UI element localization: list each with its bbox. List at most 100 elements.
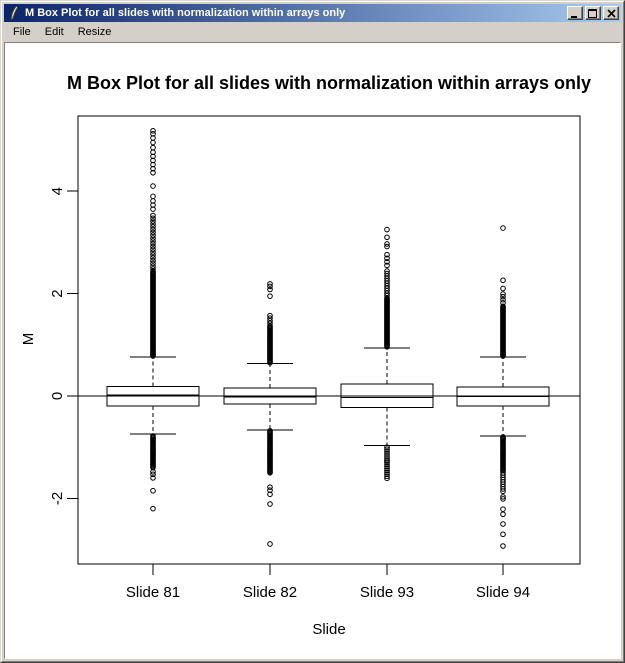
outlier-point (384, 459, 390, 466)
menu-edit[interactable]: Edit (44, 26, 64, 38)
outlier-point (384, 226, 390, 233)
outlier-point (500, 543, 506, 549)
x-axis-category-label: Slide 81 (126, 584, 180, 601)
outlier-point (384, 469, 390, 476)
outlier-point (150, 229, 156, 236)
outlier-point (150, 157, 156, 164)
outlier-point (384, 259, 390, 265)
outlier-point (500, 303, 506, 310)
outlier-point (150, 252, 156, 258)
outlier-point (500, 511, 506, 518)
outlier-point (150, 183, 156, 189)
outlier-point (150, 232, 156, 239)
outlier-point (150, 505, 156, 512)
outlier-point (384, 448, 390, 454)
outlier-point (500, 225, 506, 231)
y-axis-tick-label: 0 (49, 392, 66, 400)
outlier-point (500, 521, 506, 527)
outliers-slide-93 (384, 226, 390, 482)
outlier-point (150, 238, 156, 244)
outlier-point (150, 471, 156, 478)
outlier-point (150, 161, 156, 168)
menu-resize[interactable]: Resize (77, 26, 112, 38)
outlier-point (150, 468, 156, 475)
outlier-point (150, 475, 156, 481)
outlier-point (500, 496, 506, 502)
outlier-point (150, 243, 156, 250)
outlier-point (150, 212, 156, 219)
minimize-button[interactable] (567, 6, 583, 20)
plot-frame (77, 115, 581, 565)
x-axis-category-label: Slide 82 (243, 584, 297, 601)
close-button[interactable] (603, 6, 619, 20)
plot-client-area: M Box Plot for all slides with normaliza… (4, 42, 621, 659)
outlier-point (267, 470, 273, 476)
outlier-point (500, 494, 506, 500)
outlier-point (384, 255, 390, 262)
outlier-point (384, 452, 390, 458)
menu-file[interactable]: File (13, 26, 31, 38)
outliers-slide-81 (150, 127, 156, 512)
outlier-point (267, 320, 273, 327)
outlier-point (150, 202, 156, 208)
outlier-point (500, 285, 506, 292)
y-axis-tick-label: 4 (49, 187, 66, 195)
outlier-point (150, 218, 156, 224)
outlier-point (150, 464, 156, 471)
outlier-point (384, 467, 390, 474)
feather-quill-icon (6, 5, 22, 21)
outlier-point (267, 323, 273, 329)
maximize-button[interactable] (585, 6, 601, 20)
outlier-point (150, 257, 156, 264)
outlier-point (150, 223, 156, 230)
outlier-point (150, 165, 156, 172)
x-axis-category-label: Slide 93 (360, 584, 414, 601)
outlier-point (150, 254, 156, 261)
x-axis-category-label: Slide 94 (476, 584, 530, 601)
outlier-point (150, 240, 156, 247)
outlier-point (150, 235, 156, 241)
titlebar[interactable]: M Box Plot for all slides with normaliza… (4, 4, 621, 22)
minimize-icon (571, 15, 577, 18)
boxplot-slide-93 (340, 347, 434, 447)
outlier-point (384, 262, 390, 269)
outlier-point (384, 450, 390, 456)
outlier-point (150, 221, 156, 227)
outlier-point (150, 139, 156, 146)
outlier-point (500, 291, 506, 297)
outlier-point (267, 286, 273, 293)
outlier-point (150, 263, 156, 270)
outlier-point (150, 266, 156, 272)
outlier-point (150, 135, 156, 141)
outlier-point (384, 461, 390, 468)
outlier-point (150, 487, 156, 494)
plot-title: M Box Plot for all slides with normaliza… (67, 73, 591, 93)
outlier-point (500, 531, 506, 538)
outlier-point (500, 296, 506, 303)
outlier-point (500, 277, 506, 284)
boxplot-slide-82 (223, 363, 317, 431)
outlier-point (150, 260, 156, 267)
boxplot-slide-81 (106, 356, 200, 435)
outlier-point (384, 465, 390, 472)
outlier-point (384, 475, 390, 482)
outlier-point (384, 473, 390, 480)
outlier-point (150, 169, 156, 176)
outlier-point (150, 127, 156, 134)
outlier-point (150, 131, 156, 137)
outlier-point (500, 300, 506, 306)
outlier-point (267, 283, 273, 290)
outlier-point (500, 293, 506, 300)
outlier-point (267, 541, 273, 547)
outlier-point (384, 454, 390, 460)
outlier-point (500, 486, 506, 492)
outlier-point (267, 491, 273, 498)
close-icon (606, 8, 616, 18)
outlier-point (267, 484, 273, 490)
outlier-point (384, 268, 390, 274)
outlier-point (150, 215, 156, 222)
outlier-point (150, 153, 156, 160)
outlier-point (384, 234, 390, 241)
